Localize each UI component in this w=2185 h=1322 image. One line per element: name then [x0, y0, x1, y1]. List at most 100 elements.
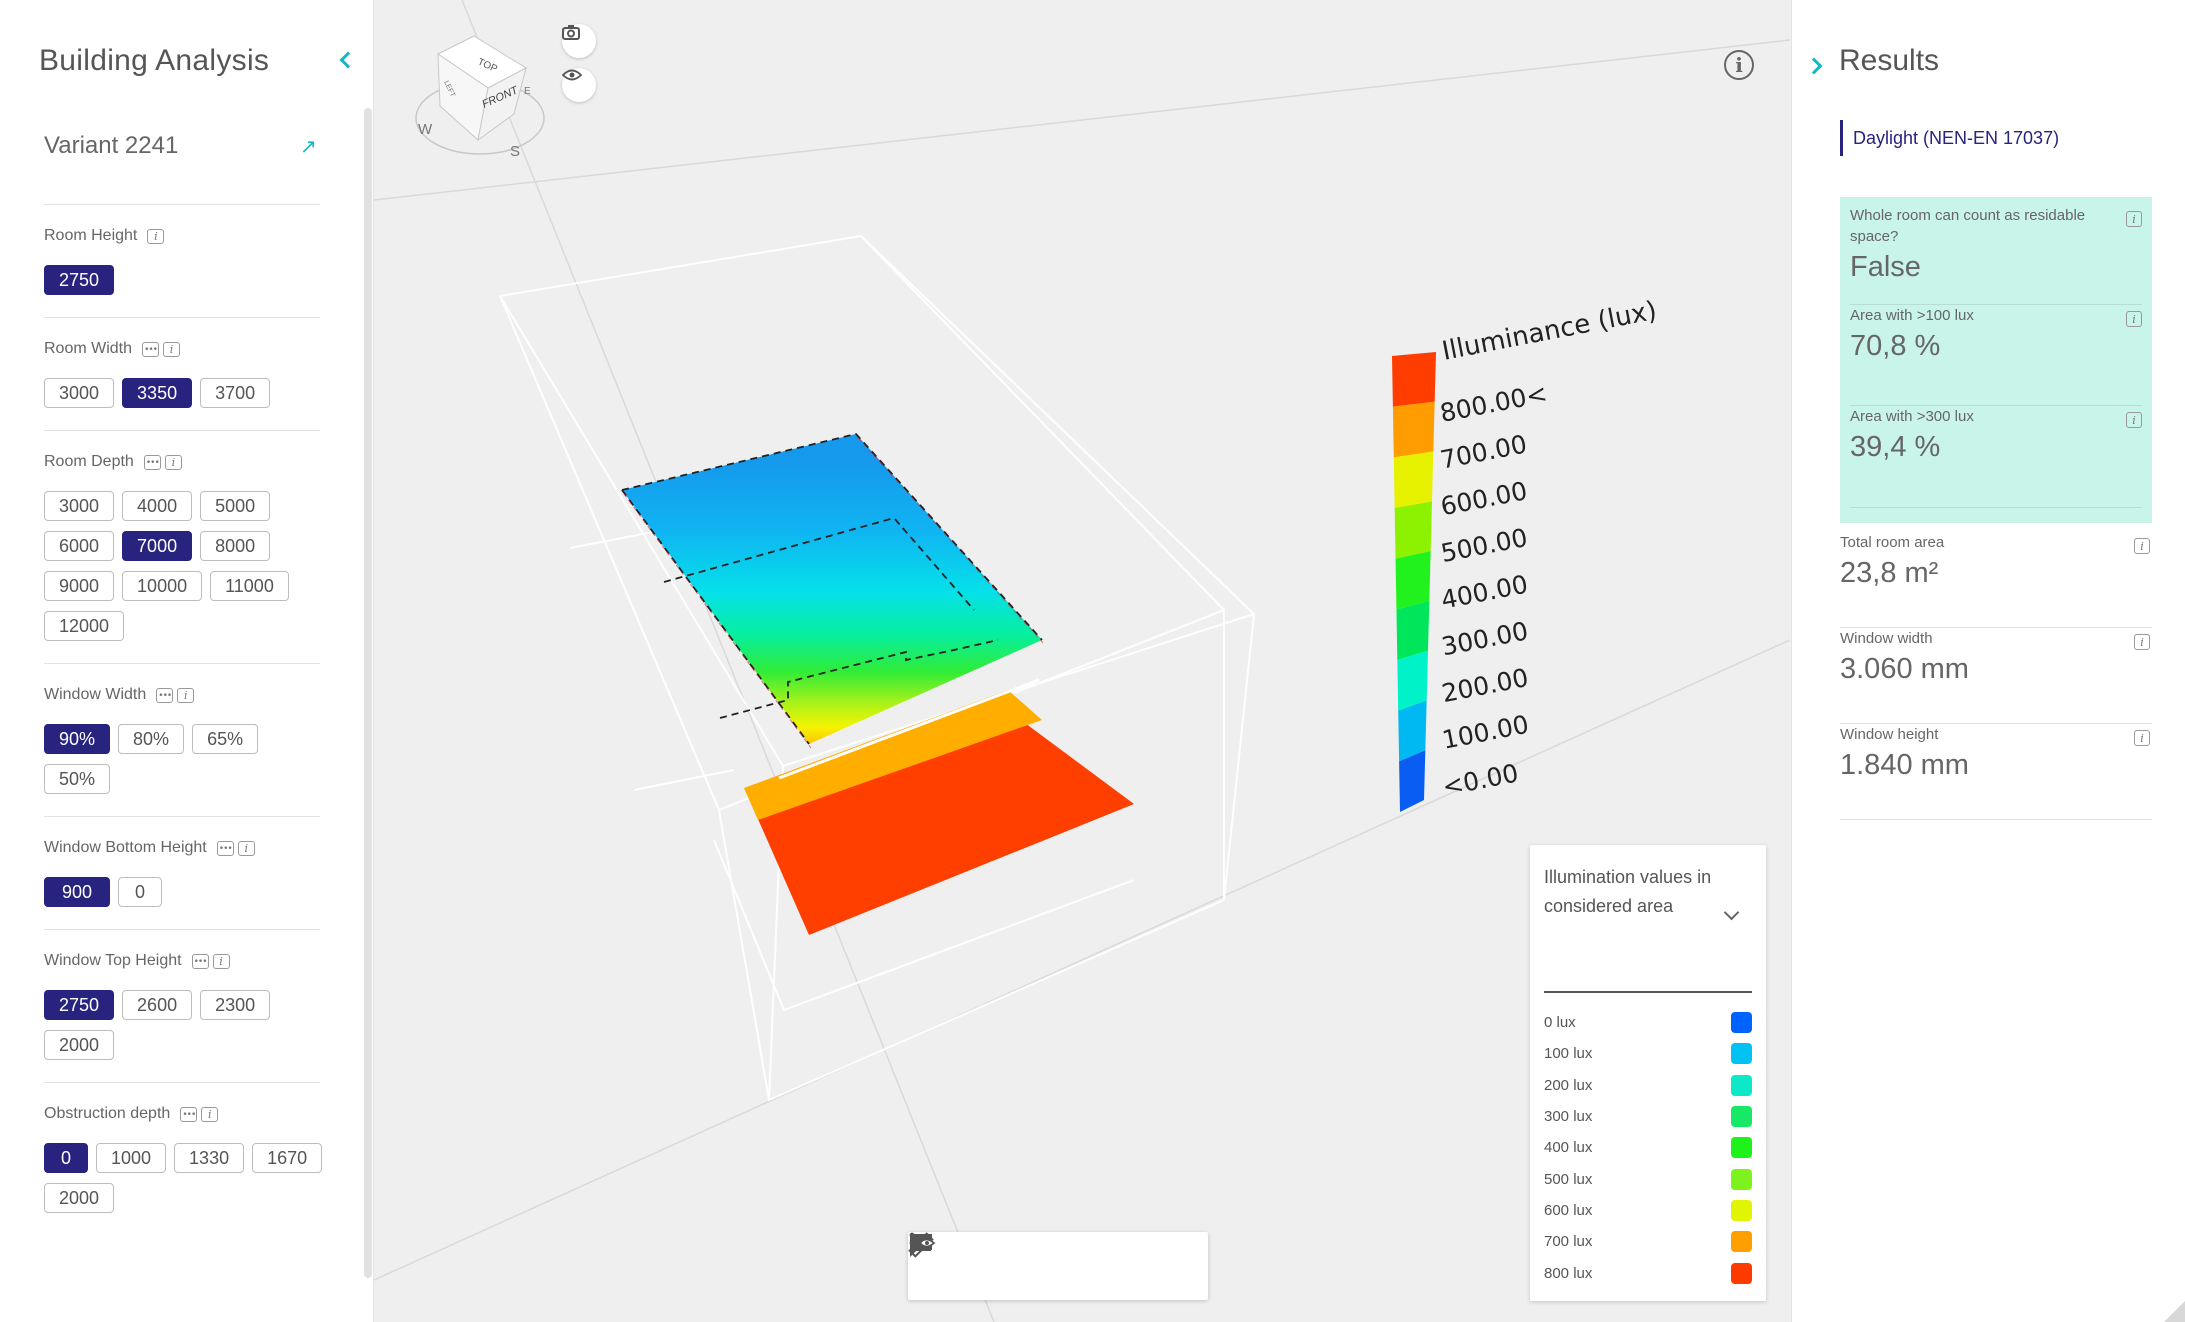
- option-chip[interactable]: 65%: [192, 724, 259, 754]
- toggle-range-icon[interactable]: •••: [191, 953, 209, 969]
- info-icon[interactable]: i: [1724, 50, 1754, 80]
- compass-south-label: S: [510, 143, 520, 160]
- 3d-viewport[interactable]: 800.00< 700.00 600.00 500.00 400.00 300.00 200…: [374, 0, 1790, 1322]
- legend-item-label: 100 lux: [1544, 1045, 1593, 1063]
- option-chip[interactable]: 3000: [44, 491, 115, 521]
- info-icon[interactable]: i: [201, 1106, 219, 1122]
- compass-west-label: W: [418, 121, 433, 138]
- option-chip[interactable]: 12000: [44, 611, 125, 641]
- info-icon[interactable]: i: [2126, 211, 2142, 227]
- result-value: 23,8 m²: [1840, 557, 1939, 589]
- scale-tick-label: 600.00: [1438, 476, 1529, 521]
- open-variant-arrow-icon[interactable]: ↗: [300, 136, 317, 158]
- camera-icon[interactable]: [562, 24, 596, 58]
- option-chip[interactable]: 2300: [200, 990, 271, 1020]
- result-label: Whole room can count as residable space?: [1850, 207, 2086, 245]
- variant-name: Variant 2241: [44, 132, 179, 159]
- result-divider: [1850, 507, 2142, 508]
- option-chips: 3000 3350 3700: [44, 378, 324, 408]
- collapse-left-panel-chevron-icon[interactable]: [339, 51, 357, 69]
- toggle-range-icon[interactable]: •••: [142, 341, 160, 357]
- option-chip[interactable]: 3350: [122, 378, 193, 408]
- option-chip[interactable]: 1670: [252, 1143, 323, 1173]
- option-chip[interactable]: 2750: [44, 265, 115, 295]
- comment-view-icon[interactable]: [910, 1235, 1116, 1286]
- option-chip[interactable]: 2000: [44, 1183, 115, 1213]
- toggle-range-icon[interactable]: •••: [156, 687, 174, 703]
- param-label: Room Width ••• i: [44, 338, 320, 360]
- toggle-range-icon[interactable]: •••: [180, 1106, 198, 1122]
- info-icon[interactable]: i: [212, 953, 230, 969]
- option-chip[interactable]: 90%: [44, 724, 111, 754]
- option-chips: 900 0: [44, 877, 324, 907]
- info-icon[interactable]: i: [164, 454, 182, 470]
- comment-icon[interactable]: [910, 1234, 1041, 1286]
- results-title: Results: [1839, 44, 1940, 77]
- legend-divider: [1544, 991, 1752, 993]
- option-chip[interactable]: 900: [44, 877, 110, 907]
- option-chip[interactable]: 2000: [44, 1030, 115, 1060]
- legend-item-label: 200 lux: [1544, 1076, 1593, 1094]
- option-chip[interactable]: 1000: [96, 1143, 167, 1173]
- info-icon[interactable]: i: [177, 687, 195, 703]
- collapse-right-panel-chevron-icon[interactable]: [1805, 57, 1823, 75]
- building-analysis-panel: Building Analysis Variant 2241 ↗ Room He…: [0, 0, 374, 1322]
- view-cube[interactable]: TOP FRONT LEFT E W S: [415, 35, 545, 160]
- option-chip[interactable]: 2750: [44, 990, 115, 1020]
- scene-canvas[interactable]: 800.00<700.00600.00500.00400.00300.00200…: [374, 0, 1790, 1322]
- result-value: False: [1850, 251, 1921, 283]
- more-icon[interactable]: [909, 1232, 1191, 1286]
- option-chip[interactable]: 4000: [122, 491, 193, 521]
- result-value: 70,8 %: [1850, 330, 1941, 362]
- option-chip[interactable]: 10000: [122, 571, 203, 601]
- result-item: Area with >100 lux 70,8 % i: [1840, 305, 2152, 406]
- legend-color-swatch: [1731, 1168, 1752, 1190]
- scale-tick-label: 700.00: [1438, 429, 1529, 474]
- scale-tick-label: <0.00: [1440, 758, 1521, 801]
- view-reset-eye-icon[interactable]: [562, 68, 596, 102]
- result-item: Area with >300 lux 39,4 % i: [1840, 406, 2152, 508]
- option-chip[interactable]: 1330: [174, 1143, 245, 1173]
- resize-handle[interactable]: [2164, 1300, 2185, 1322]
- param-room-width: Room Width ••• i 3000 3350 3700: [44, 317, 320, 430]
- scale-color-segment: [1392, 401, 1435, 458]
- option-chip[interactable]: 8000: [200, 531, 271, 561]
- option-chip[interactable]: 80%: [118, 724, 185, 754]
- info-icon[interactable]: i: [163, 341, 181, 357]
- scale-color-segment: [1392, 352, 1436, 407]
- legend-item: 700 lux: [1544, 1226, 1752, 1257]
- option-chip[interactable]: 0: [118, 877, 162, 907]
- result-item: Window width 3.060 mm i: [1840, 628, 2152, 724]
- info-icon[interactable]: i: [237, 840, 255, 856]
- info-icon[interactable]: i: [2134, 730, 2150, 746]
- left-panel-scrollbar[interactable]: [364, 108, 372, 1278]
- result-value: 1.840 mm: [1840, 749, 1969, 781]
- toggle-range-icon[interactable]: •••: [216, 840, 234, 856]
- legend-item: 600 lux: [1544, 1195, 1752, 1226]
- option-chip[interactable]: 0: [44, 1143, 88, 1173]
- info-icon[interactable]: i: [2134, 634, 2150, 650]
- info-icon[interactable]: i: [2126, 311, 2142, 327]
- info-icon[interactable]: i: [2126, 412, 2142, 428]
- option-chip[interactable]: 11000: [210, 571, 289, 601]
- info-icon[interactable]: i: [147, 228, 165, 244]
- legend-item: 400 lux: [1544, 1132, 1752, 1163]
- legend-item: 500 lux: [1544, 1163, 1752, 1194]
- param-window-width: Window Width ••• i 90% 80% 65% 50%: [44, 663, 320, 816]
- option-chip[interactable]: 5000: [200, 491, 271, 521]
- scale-tick-label: 800.00<: [1438, 379, 1550, 428]
- scale-color-segment: [1399, 750, 1426, 812]
- param-label-text: Room Depth: [44, 453, 134, 470]
- toggle-range-icon[interactable]: •••: [143, 454, 161, 470]
- option-chip[interactable]: 50%: [44, 764, 111, 794]
- option-chip[interactable]: 9000: [44, 571, 115, 601]
- option-chip[interactable]: 3700: [200, 378, 271, 408]
- info-icon[interactable]: i: [2134, 538, 2150, 554]
- tab-daylight[interactable]: Daylight (NEN-EN 17037): [1840, 120, 2059, 156]
- option-chip[interactable]: 3000: [44, 378, 115, 408]
- scale-tick-label: 100.00: [1440, 710, 1531, 755]
- option-chip[interactable]: 7000: [122, 531, 193, 561]
- option-chip[interactable]: 6000: [44, 531, 115, 561]
- option-chip[interactable]: 2600: [122, 990, 193, 1020]
- legend-chevron-down-icon[interactable]: [1723, 904, 1740, 921]
